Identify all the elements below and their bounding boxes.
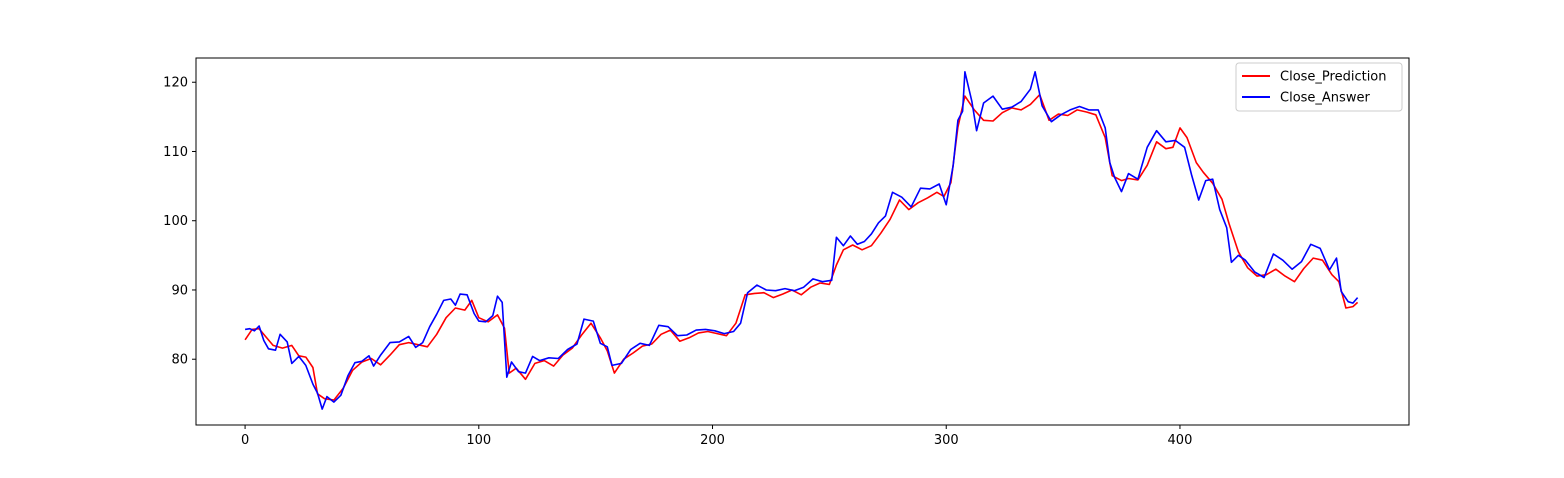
y-tick-label: 100 <box>163 214 188 229</box>
legend-label-prediction: Close_Prediction <box>1280 70 1387 85</box>
legend-box <box>1235 62 1403 112</box>
plot-frame <box>195 57 1410 426</box>
x-tick-label: 0 <box>241 433 249 448</box>
y-tick-label: 120 <box>163 76 188 91</box>
legend: Close_Prediction Close_Answer <box>1235 62 1403 112</box>
x-tick-label: 200 <box>700 433 725 448</box>
y-axis: 80 90 100 110 120 <box>163 76 196 368</box>
x-axis: 0 100 200 300 400 <box>241 425 1192 448</box>
series-line-close-answer <box>244 71 1359 410</box>
y-tick-label: 80 <box>171 353 188 368</box>
x-tick-label: 400 <box>1168 433 1193 448</box>
series-layer <box>244 71 1359 410</box>
y-tick-label: 110 <box>163 145 188 160</box>
y-tick-label: 90 <box>171 283 188 298</box>
x-tick-label: 300 <box>934 433 959 448</box>
x-tick-label: 100 <box>466 433 491 448</box>
plot-area <box>196 58 1409 425</box>
legend-label-answer: Close_Answer <box>1280 91 1370 106</box>
series-line-close-prediction <box>244 93 1359 401</box>
